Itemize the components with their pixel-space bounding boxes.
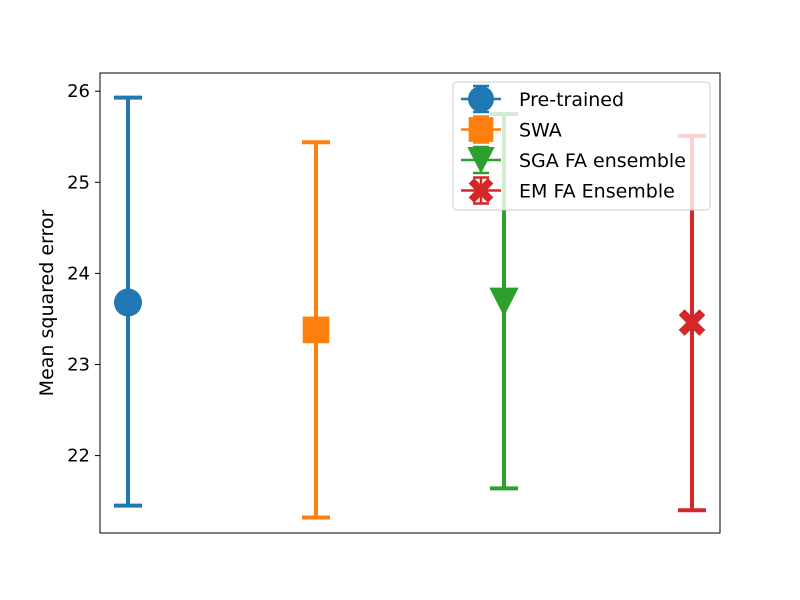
mean-marker bbox=[302, 316, 330, 344]
y-tick-label: 26 bbox=[67, 81, 90, 102]
y-tick-label: 24 bbox=[67, 263, 90, 284]
legend-label: SGA FA ensemble bbox=[519, 150, 686, 172]
mean-marker bbox=[489, 287, 519, 317]
legend-label: EM FA Ensemble bbox=[519, 181, 675, 203]
legend-box bbox=[452, 81, 711, 211]
y-axis-label: Mean squared error bbox=[36, 209, 58, 396]
y-tick-label: 25 bbox=[67, 172, 90, 193]
legend-marker bbox=[468, 86, 494, 112]
mean-marker bbox=[678, 309, 706, 336]
legend: Pre-trained SWA SGA FA ensemble EM FA Ensem… bbox=[452, 81, 711, 211]
mean-marker bbox=[114, 288, 142, 317]
series-0 bbox=[114, 95, 142, 508]
y-tick-label: 23 bbox=[67, 354, 90, 375]
legend-label: SWA bbox=[519, 120, 562, 142]
legend-item-1: SWA bbox=[461, 115, 562, 144]
legend-marker bbox=[468, 117, 494, 142]
legend-marker bbox=[468, 178, 494, 203]
legend-item-0: Pre-trained bbox=[461, 84, 624, 114]
y-axis: 22 23 24 25 26 bbox=[67, 81, 100, 467]
legend-item-3: EM FA Ensemble bbox=[461, 176, 675, 205]
series-1 bbox=[302, 140, 330, 520]
y-tick-label: 22 bbox=[67, 446, 90, 467]
plot-frame bbox=[99, 72, 721, 534]
legend-label: Pre-trained bbox=[519, 89, 624, 111]
legend-item-2: SGA FA ensemble bbox=[461, 145, 686, 175]
legend-marker bbox=[467, 147, 495, 174]
